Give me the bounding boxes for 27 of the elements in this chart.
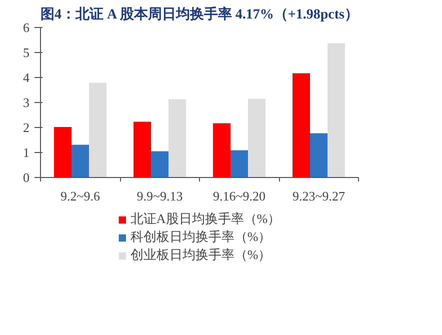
bar: [292, 73, 310, 178]
x-tick-label: 9.2~9.6: [60, 188, 101, 204]
bar: [327, 43, 345, 178]
bar: [168, 99, 186, 178]
y-tick-label: 4: [23, 70, 30, 85]
bar: [230, 150, 248, 178]
bar: [213, 123, 231, 178]
bar: [151, 151, 168, 178]
y-tick-label: 2: [23, 120, 30, 135]
bar: [310, 133, 328, 178]
x-tick-label: 9.23~9.27: [292, 188, 346, 204]
y-tick-label: 0: [23, 170, 30, 185]
y-tick-label: 5: [23, 45, 30, 60]
legend-label: 科创板日均换手率（%）: [130, 228, 272, 246]
y-tick-label: 3: [23, 95, 30, 110]
bar: [54, 127, 72, 178]
bar: [88, 82, 106, 178]
y-tick-label: 1: [23, 145, 30, 160]
x-tick-label: 9.9~9.13: [136, 188, 183, 204]
bar: [134, 122, 152, 178]
x-tick-label: 9.16~9.20: [212, 188, 266, 204]
bar: [248, 98, 266, 178]
bar: [72, 144, 89, 178]
legend-label: 创业板日均换手率（%）: [130, 246, 272, 264]
y-tick-label: 6: [23, 20, 30, 35]
legend-label: 北证A股日均换手率（%）: [130, 210, 281, 228]
chart-title: 图4：北证 A 股本周日均换手率 4.17%（+1.98pcts）: [40, 6, 358, 22]
